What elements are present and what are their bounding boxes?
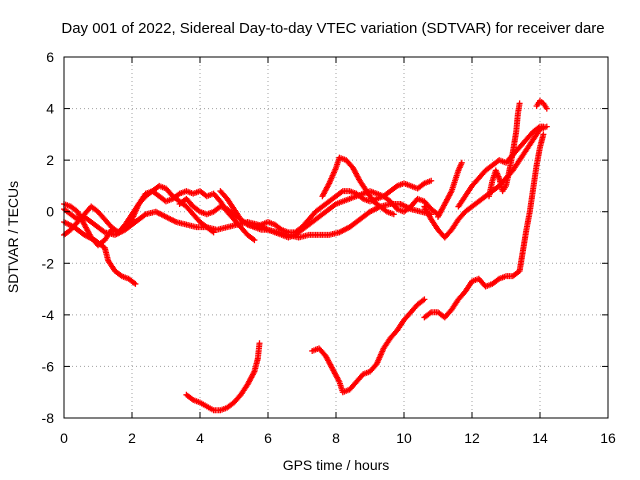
data-point-marker bbox=[516, 100, 523, 107]
data-point-marker bbox=[390, 211, 397, 218]
y-tick-label: -8 bbox=[42, 410, 55, 426]
data-point-marker bbox=[540, 123, 547, 130]
y-tick-label: 2 bbox=[46, 152, 54, 168]
x-axis: 0 2 4 6 8 10 12 14 16 bbox=[60, 57, 616, 446]
data-point-marker bbox=[251, 237, 258, 244]
series-track-12 bbox=[533, 97, 550, 112]
x-tick-label: 10 bbox=[396, 430, 412, 446]
y-tick-label: -4 bbox=[42, 307, 55, 323]
x-tick-label: 12 bbox=[464, 430, 480, 446]
y-tick-label: 0 bbox=[46, 204, 54, 220]
series-track-7 bbox=[319, 154, 397, 218]
data-point-marker bbox=[132, 280, 139, 287]
x-tick-label: 0 bbox=[60, 430, 68, 446]
series-track-14 bbox=[309, 296, 428, 396]
x-tick-label: 16 bbox=[600, 430, 616, 446]
x-axis-label: GPS time / hours bbox=[283, 457, 390, 473]
x-tick-label: 2 bbox=[128, 430, 136, 446]
data-point-marker bbox=[540, 131, 547, 138]
chart-title: Day 001 of 2022, Sidereal Day-to-day VTE… bbox=[61, 20, 604, 37]
grid-lines bbox=[64, 57, 608, 418]
y-axis: -8 -6 -4 -2 0 2 4 6 bbox=[42, 49, 608, 426]
y-tick-label: -2 bbox=[42, 255, 55, 271]
x-tick-label: 14 bbox=[532, 430, 548, 446]
x-tick-label: 4 bbox=[196, 430, 204, 446]
series-track-6 bbox=[217, 188, 441, 236]
series-track-15 bbox=[421, 131, 547, 321]
data-point-marker bbox=[543, 105, 550, 112]
y-tick-label: 4 bbox=[46, 101, 54, 117]
y-axis-label: SDTVAR / TECUs bbox=[5, 181, 21, 293]
x-tick-label: 6 bbox=[264, 430, 272, 446]
series-track-11 bbox=[486, 100, 523, 200]
y-tick-label: 6 bbox=[46, 49, 54, 65]
x-tick-label: 8 bbox=[332, 430, 340, 446]
data-point-marker bbox=[428, 177, 435, 184]
data-marks bbox=[61, 97, 550, 414]
data-point-marker bbox=[421, 296, 428, 303]
y-tick-label: -6 bbox=[42, 358, 55, 374]
series-track-3 bbox=[61, 219, 139, 287]
series-track-9 bbox=[455, 123, 547, 210]
series-track-10 bbox=[435, 159, 465, 220]
series-track-13 bbox=[183, 340, 263, 414]
data-point-marker bbox=[256, 340, 263, 347]
data-point-marker bbox=[458, 159, 465, 166]
